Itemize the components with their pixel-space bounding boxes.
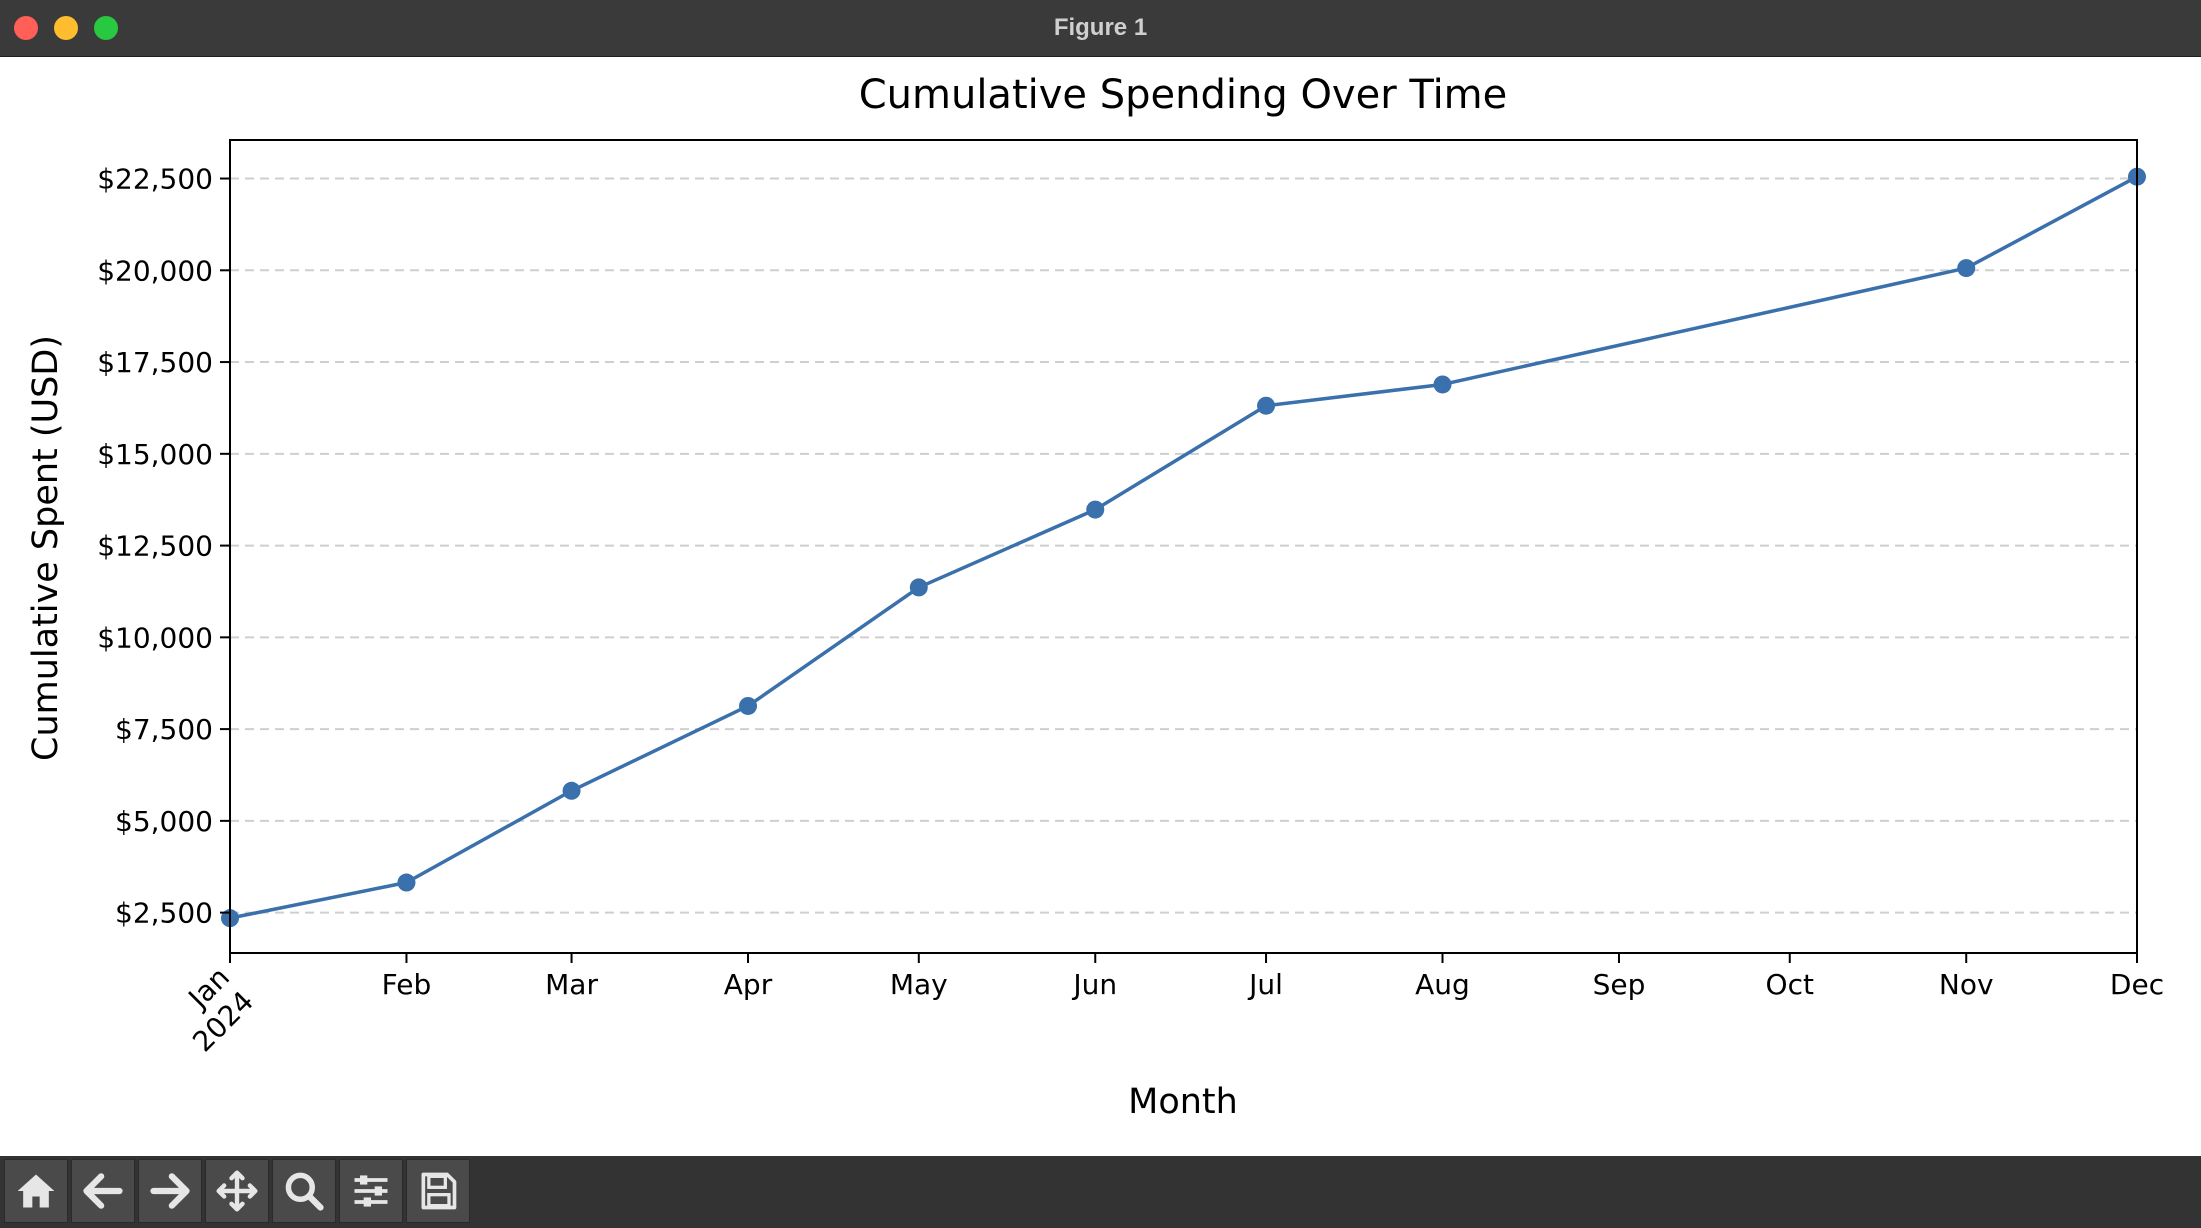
zoom-button[interactable] <box>272 1159 336 1223</box>
y-tick-label: $2,500 <box>115 897 213 930</box>
title-bar: Figure 1 <box>0 0 2201 57</box>
x-tick-label: May <box>890 968 948 1001</box>
x-tick-label: Aug <box>1415 968 1470 1001</box>
x-tick-label: Jul <box>1247 968 1283 1001</box>
x-tick-label: Mar <box>545 968 598 1001</box>
x-tick-label: Nov <box>1939 968 1994 1001</box>
data-point <box>1086 500 1105 519</box>
data-point <box>1433 375 1452 394</box>
pan-button[interactable] <box>205 1159 269 1223</box>
y-tick-label: $5,000 <box>115 805 213 838</box>
sliders-icon <box>354 1175 388 1207</box>
data-point <box>739 696 758 715</box>
x-tick-label: Oct <box>1766 968 1814 1001</box>
forward-button[interactable] <box>138 1159 202 1223</box>
window-title: Figure 1 <box>1053 14 1148 41</box>
data-point <box>1257 396 1276 415</box>
close-button[interactable] <box>14 16 38 40</box>
arrow-left-icon <box>83 1173 123 1209</box>
x-tick-label: Sep <box>1593 968 1646 1001</box>
x-axis-label: Month <box>1128 1082 1238 1122</box>
x-tick-label: Dec <box>2110 968 2164 1001</box>
minimize-button[interactable] <box>54 16 78 40</box>
data-point <box>909 578 928 597</box>
home-icon <box>17 1174 55 1208</box>
y-axis-label: Cumulative Spent (USD) <box>26 335 66 761</box>
maximize-button[interactable] <box>94 16 118 40</box>
x-tick-label: Jun <box>1071 968 1117 1001</box>
y-tick-label: $20,000 <box>97 254 213 287</box>
y-tick-label: $15,000 <box>97 438 213 471</box>
x-tick-label: Apr <box>724 968 773 1001</box>
save-button[interactable] <box>406 1159 470 1223</box>
line-chart: Cumulative Spending Over Time Month Cumu… <box>26 72 2164 1122</box>
data-point <box>1957 259 1976 278</box>
chart-title: Cumulative Spending Over Time <box>859 72 1508 118</box>
home-button[interactable] <box>4 1159 68 1223</box>
floppy-disk-icon <box>421 1172 457 1210</box>
magnifier-icon <box>285 1172 324 1211</box>
x-tick-label: Feb <box>382 968 432 1001</box>
x-tick-label: Jan2024 <box>162 961 260 1059</box>
series-line <box>229 175 2138 920</box>
configure-subplots-button[interactable] <box>339 1159 403 1223</box>
y-tick-label: $10,000 <box>97 621 213 654</box>
y-tick-label: $12,500 <box>97 530 213 563</box>
move-icon <box>216 1170 258 1212</box>
y-tick-label: $7,500 <box>115 713 213 746</box>
figure-canvas: Cumulative Spending Over Time Month Cumu… <box>0 57 2201 1156</box>
y-tick-label: $17,500 <box>97 346 213 379</box>
data-point <box>397 873 416 892</box>
y-tick-label: $22,500 <box>97 163 213 196</box>
data-point <box>562 781 581 800</box>
arrow-right-icon <box>150 1173 190 1209</box>
navigation-toolbar <box>0 1156 2201 1228</box>
back-button[interactable] <box>71 1159 135 1223</box>
